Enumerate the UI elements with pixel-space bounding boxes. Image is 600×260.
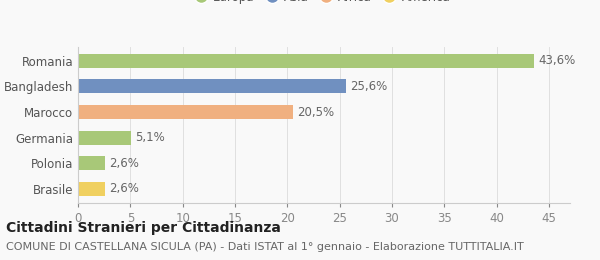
- Bar: [78, 156, 105, 170]
- Text: COMUNE DI CASTELLANA SICULA (PA) - Dati ISTAT al 1° gennaio - Elaborazione TUTTI: COMUNE DI CASTELLANA SICULA (PA) - Dati …: [6, 242, 524, 252]
- Bar: [78, 182, 105, 196]
- Text: 25,6%: 25,6%: [350, 80, 388, 93]
- Legend: Europa, Asia, Africa, America: Europa, Asia, Africa, America: [194, 0, 454, 7]
- Text: Cittadini Stranieri per Cittadinanza: Cittadini Stranieri per Cittadinanza: [6, 221, 281, 235]
- Text: 2,6%: 2,6%: [109, 182, 139, 195]
- Bar: [78, 54, 535, 68]
- Text: 2,6%: 2,6%: [109, 157, 139, 170]
- Bar: [78, 105, 293, 119]
- Bar: [78, 80, 346, 94]
- Text: 43,6%: 43,6%: [539, 54, 576, 67]
- Bar: [78, 131, 131, 145]
- Text: 20,5%: 20,5%: [297, 106, 334, 119]
- Text: 5,1%: 5,1%: [136, 131, 166, 144]
